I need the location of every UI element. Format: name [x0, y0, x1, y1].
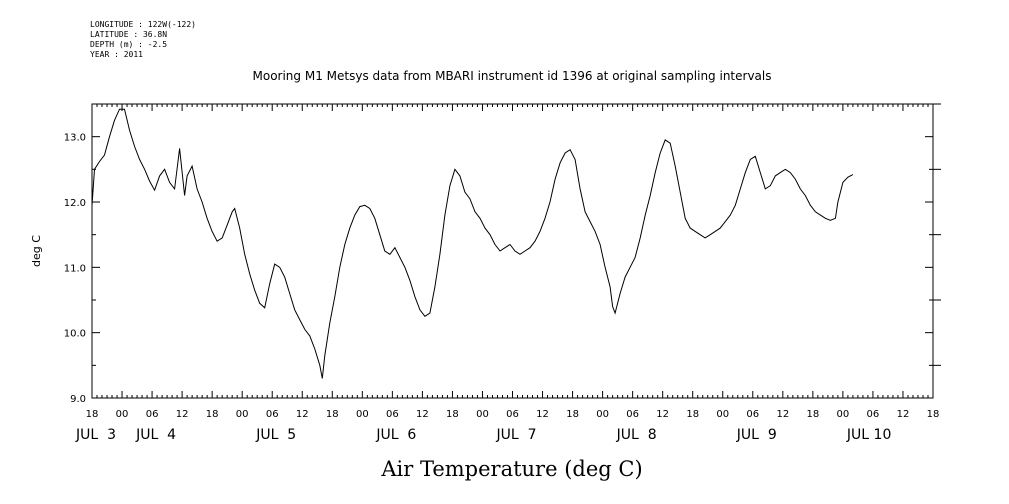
- x-tick-label: 12: [176, 409, 189, 420]
- x-tick-label: 00: [476, 409, 489, 420]
- x-day-label: JUL 10: [846, 427, 891, 443]
- x-tick-label: 18: [86, 409, 99, 420]
- x-tick-label: 18: [686, 409, 699, 420]
- y-tick-label: 10.0: [64, 329, 86, 340]
- metadata-block: LONGITUDE : 122W(-122) LATITUDE : 36.8N …: [90, 20, 196, 60]
- x-day-label: JUL 5: [255, 427, 296, 443]
- x-tick-label: 00: [116, 409, 129, 420]
- chart-title: Mooring M1 Metsys data from MBARI instru…: [253, 69, 772, 83]
- x-tick-label: 18: [326, 409, 339, 420]
- x-tick-label: 00: [837, 409, 850, 420]
- x-tick-labels: 18 00 06 12 18 00 06 12 18 00 06 12 18 00 06 12 18 00 06 12…: [86, 409, 940, 420]
- x-tick-label: 18: [206, 409, 219, 420]
- x-tick-label: 12: [296, 409, 309, 420]
- x-tick-label: 12: [416, 409, 429, 420]
- plot-frame: [91, 103, 934, 399]
- x-tick-label: 00: [716, 409, 729, 420]
- x-tick-label: 06: [626, 409, 639, 420]
- x-tick-label: 12: [656, 409, 669, 420]
- x-tick-label: 00: [356, 409, 369, 420]
- x-tick-label: 12: [776, 409, 789, 420]
- x-tick-label: 18: [806, 409, 819, 420]
- tick-marks: [91, 103, 941, 399]
- year-label: YEAR : 2011: [90, 50, 143, 59]
- y-tick-labels: 9.0 10.0 11.0 12.0 13.0: [64, 133, 86, 405]
- x-tick-label: 06: [746, 409, 759, 420]
- x-tick-label: 12: [536, 409, 549, 420]
- depth-label: DEPTH (m) : -2.5: [90, 40, 168, 49]
- x-day-label: JUL 6: [375, 427, 416, 443]
- x-day-label: JUL 3: [75, 427, 116, 443]
- x-day-label: JUL 7: [496, 427, 537, 443]
- x-tick-label: 06: [146, 409, 159, 420]
- x-day-label: JUL 4: [135, 427, 176, 443]
- y-axis-label: deg C: [30, 235, 43, 267]
- y-tick-label: 11.0: [64, 263, 86, 274]
- x-axis-label: Air Temperature (deg C): [380, 457, 642, 481]
- x-tick-label: 12: [897, 409, 910, 420]
- x-tick-label: 06: [506, 409, 519, 420]
- x-tick-label: 06: [266, 409, 279, 420]
- longitude-label: LONGITUDE : 122W(-122): [90, 20, 196, 29]
- x-tick-label: 06: [386, 409, 399, 420]
- x-tick-label: 00: [236, 409, 249, 420]
- latitude-label: LATITUDE : 36.8N: [90, 30, 168, 39]
- x-day-label: JUL 9: [736, 427, 777, 443]
- x-tick-label: 18: [927, 409, 940, 420]
- y-tick-label: 13.0: [64, 133, 86, 144]
- x-day-label: JUL 8: [616, 427, 657, 443]
- x-tick-label: 00: [596, 409, 609, 420]
- y-tick-label: 9.0: [70, 394, 86, 405]
- x-tick-label: 06: [867, 409, 880, 420]
- y-tick-label: 12.0: [64, 198, 86, 209]
- x-tick-label: 18: [446, 409, 459, 420]
- series-line: [91, 108, 854, 379]
- x-tick-label: 18: [566, 409, 579, 420]
- x-day-labels: JUL 3 JUL 4 JUL 5 JUL 6 JUL 7 JUL 8 JUL 9 JUL 1…: [75, 427, 891, 443]
